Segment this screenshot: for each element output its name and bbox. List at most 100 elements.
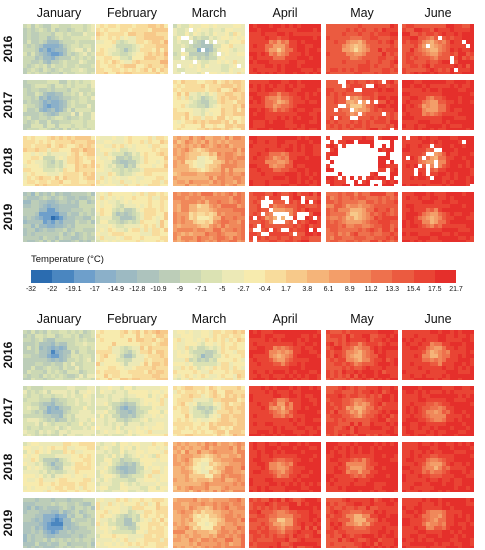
- top-tile: [402, 136, 474, 186]
- legend-tick-label: -12.8: [129, 286, 146, 293]
- bottom-tile: [249, 442, 321, 492]
- legend-swatch: [137, 270, 159, 283]
- top-tile: [173, 136, 245, 186]
- top-year-label: 2018: [1, 147, 15, 175]
- bottom-tile: [23, 442, 95, 492]
- bottom-tile: [326, 330, 398, 380]
- bottom-year-label: 2016: [1, 341, 15, 369]
- bottom-tile: [96, 498, 168, 548]
- top-month-label: January: [36, 6, 82, 20]
- legend-swatch: [158, 270, 180, 283]
- top-tile: [96, 24, 168, 74]
- legend-tick-label: 11.2: [364, 286, 378, 293]
- top-tile: [23, 80, 95, 130]
- legend-swatch: [94, 270, 116, 283]
- top-panel: January February March April May June 2016 2017…: [0, 0, 485, 250]
- legend-tick-label: 15.4: [406, 286, 421, 293]
- bottom-tile: [173, 330, 245, 380]
- legend-tick-label: 17.5: [427, 286, 442, 293]
- bottom-tile: [173, 442, 245, 492]
- legend-tick-label: -5: [219, 286, 226, 293]
- legend-tick-label: -17: [89, 286, 100, 293]
- legend-swatch: [31, 270, 53, 283]
- legend-swatch: [243, 270, 265, 283]
- legend-tick-label: -22: [47, 286, 58, 293]
- legend-tick-label: 21.7: [449, 286, 463, 293]
- bottom-month-label: January: [36, 312, 82, 326]
- bottom-tile: [249, 386, 321, 436]
- top-tile: [249, 192, 321, 242]
- bottom-tile: [96, 442, 168, 492]
- top-tile: [326, 24, 398, 74]
- bottom-tile: [326, 442, 398, 492]
- legend-tick-label: -2.7: [237, 286, 250, 293]
- bottom-tile: [96, 386, 168, 436]
- top-tile: [23, 24, 95, 74]
- bottom-year-label: 2017: [1, 397, 15, 425]
- legend-swatch: [392, 270, 414, 283]
- top-tile: [173, 24, 245, 74]
- bottom-year-label: 2018: [1, 453, 15, 481]
- bottom-tile: [173, 498, 245, 548]
- top-month-label: April: [272, 6, 298, 20]
- top-tile: [402, 192, 474, 242]
- bottom-tile: [402, 442, 474, 492]
- legend-swatch: [116, 270, 138, 283]
- bottom-month-label: June: [424, 312, 452, 326]
- top-tile: [173, 80, 245, 130]
- legend-tick-label: -9: [176, 286, 183, 293]
- legend-swatch: [52, 270, 74, 283]
- legend-title: Temperature (°C): [31, 254, 104, 265]
- bottom-tile: [23, 330, 95, 380]
- bottom-month-label: February: [106, 312, 158, 326]
- top-tile: [326, 192, 398, 242]
- legend-swatch: [307, 270, 329, 283]
- top-month-label: February: [106, 6, 158, 20]
- legend-swatch: [179, 270, 201, 283]
- legend-swatch: [371, 270, 393, 283]
- legend-swatch: [434, 270, 456, 283]
- legend-swatch: [73, 270, 95, 283]
- legend-tick-label: 3.8: [302, 286, 313, 293]
- top-month-label: March: [191, 6, 227, 20]
- legend-tick-label: 8.9: [344, 286, 355, 293]
- legend-swatch: [328, 270, 350, 283]
- bottom-panel: January February March April May June 2016 2017…: [0, 305, 485, 550]
- bottom-year-label: 2019: [1, 509, 15, 537]
- bottom-tile: [249, 330, 321, 380]
- bottom-tile: [402, 330, 474, 380]
- legend-tick-label: 13.3: [385, 286, 400, 293]
- legend-tick-label: -0.4: [258, 286, 271, 293]
- legend-tick-label: -14.9: [108, 286, 124, 293]
- legend-tick-label: -19.1: [65, 286, 82, 293]
- bottom-tile: [402, 386, 474, 436]
- legend-tick-label: -10.9: [150, 286, 167, 293]
- bottom-tile: [23, 386, 95, 436]
- bottom-tile: [96, 330, 168, 380]
- top-month-label: June: [424, 6, 452, 20]
- bottom-tile: [173, 386, 245, 436]
- top-tile: [249, 136, 321, 186]
- legend-swatch: [201, 270, 223, 283]
- legend-color-bar: [31, 270, 456, 283]
- bottom-tile: [249, 498, 321, 548]
- bottom-month-label: April: [272, 312, 298, 326]
- legend-swatch: [286, 270, 308, 283]
- bottom-tile: [326, 386, 398, 436]
- top-year-label: 2019: [1, 203, 15, 231]
- bottom-tile: [326, 498, 398, 548]
- top-tile: [249, 80, 321, 130]
- bottom-tile: [23, 498, 95, 548]
- legend-swatch: [264, 270, 286, 283]
- top-tile: [402, 80, 474, 130]
- top-tile: [96, 80, 168, 130]
- top-tile: [96, 136, 168, 186]
- top-tile: [23, 136, 95, 186]
- top-tile: [96, 192, 168, 242]
- top-tile: [402, 24, 474, 74]
- bottom-month-label: March: [191, 312, 227, 326]
- top-year-label: 2016: [1, 35, 15, 63]
- bottom-tile: [402, 498, 474, 548]
- legend-tick-label: -32: [25, 286, 37, 293]
- legend-swatch: [413, 270, 435, 283]
